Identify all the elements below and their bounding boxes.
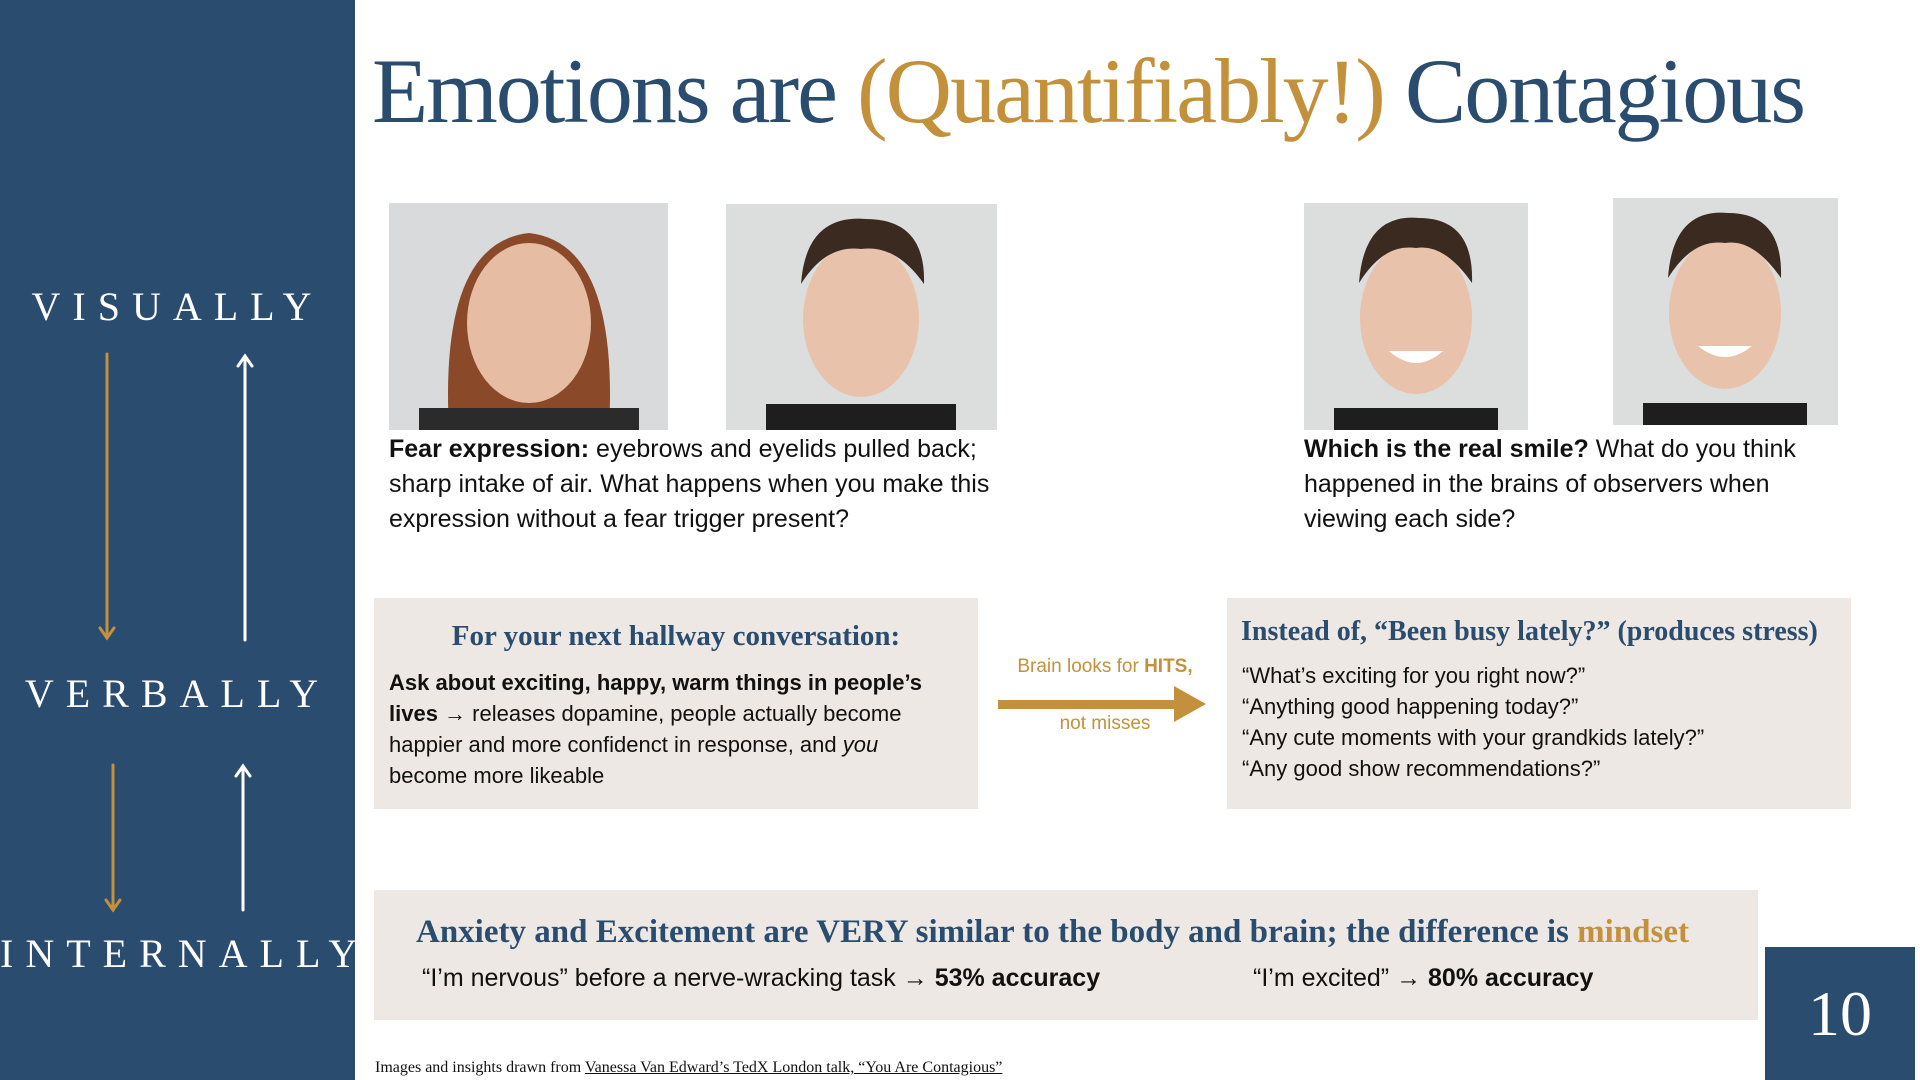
photo xyxy=(389,203,668,430)
excited-result: “I’m excited” → 80% accuracy xyxy=(1253,964,1593,993)
sidebar-label: VISUALLY xyxy=(31,284,324,329)
sidebar-arrows xyxy=(98,352,254,913)
title-text: Emotions are xyxy=(372,40,857,142)
box-text-part: become more likeable xyxy=(389,763,605,788)
question: “Any good show recommendations?” xyxy=(1242,756,1601,781)
source-note: Images and insights drawn from Vanessa V… xyxy=(375,1059,1002,1077)
box-heading: For your next hallway conversation: xyxy=(451,620,901,652)
result-bold: 80% accuracy xyxy=(1428,964,1594,992)
instead-box: Instead of, “Been busy lately?” (produce… xyxy=(1227,598,1851,809)
up-arrow xyxy=(234,763,252,912)
question: “What’s exciting for you right now?” xyxy=(1242,663,1586,688)
brain-bold: HITS, xyxy=(1144,656,1193,677)
box-bold: Ask about exciting, happy, warm things i… xyxy=(389,670,922,726)
caption-text: What do you think happened in the brains… xyxy=(1304,435,1796,533)
heading-text: Anxiety and Excitement are VERY similar … xyxy=(416,914,1578,950)
caption-text: eyebrows and eyelids pulled back; sharp … xyxy=(389,435,990,533)
photo xyxy=(726,204,997,430)
sidebar xyxy=(0,0,355,1080)
question-list: “What’s exciting for you right now?” “An… xyxy=(1242,660,1851,784)
photo xyxy=(1304,203,1528,430)
result-text: “I’m nervous” before a nerve-wracking ta… xyxy=(422,964,935,992)
smile-caption: Which is the real smile? What do you thi… xyxy=(1304,432,1824,537)
title-highlight: (Quantifiably!) xyxy=(857,40,1386,142)
arrow-text: → xyxy=(437,701,473,726)
box-heading: Anxiety and Excitement are VERY similar … xyxy=(416,914,1758,951)
brain-text: Brain looks for xyxy=(1017,656,1145,677)
question: “Anything good happening today?” xyxy=(1242,694,1579,719)
caption-bold: Fear expression: xyxy=(389,435,590,463)
box-heading: Instead of, “Been busy lately?” (produce… xyxy=(1241,616,1818,647)
box-text: Ask about exciting, happy, warm things i… xyxy=(389,667,962,791)
sidebar-label: INTERNALLY xyxy=(0,931,370,976)
page-number: 10 xyxy=(1765,947,1915,1080)
down-arrow xyxy=(104,763,122,913)
box-text-part: releases dopamine, people actually becom… xyxy=(389,701,902,757)
title-text: Contagious xyxy=(1383,40,1806,142)
nervous-result: “I’m nervous” before a nerve-wracking ta… xyxy=(422,964,1100,993)
slide-title: Emotions are (Quantifiably!) Contagious xyxy=(372,38,1806,144)
result-bold: 53% accuracy xyxy=(934,964,1101,992)
photo xyxy=(1613,198,1838,425)
caption-bold: Which is the real smile? xyxy=(1304,435,1589,463)
fear-caption: Fear expression: eyebrows and eyelids pu… xyxy=(389,432,1029,537)
down-arrow xyxy=(98,352,116,641)
brain-note: Brain looks for HITS, xyxy=(990,656,1220,678)
heading-highlight: mindset xyxy=(1577,914,1689,950)
source-text: Images and insights drawn from xyxy=(375,1059,585,1076)
sidebar-label: VERBALLY xyxy=(24,671,331,716)
result-text: “I’m excited” → xyxy=(1253,964,1429,992)
question: “Any cute moments with your grandkids la… xyxy=(1242,725,1705,750)
mindset-box: Anxiety and Excitement are VERY similar … xyxy=(374,890,1758,1020)
hallway-box: For your next hallway conversation: Ask … xyxy=(374,598,978,809)
brain-note: not misses xyxy=(1059,713,1151,734)
up-arrow xyxy=(236,353,254,642)
big-arrow xyxy=(998,686,1206,722)
source-link[interactable]: Vanessa Van Edward’s TedX London talk, “… xyxy=(584,1059,1003,1076)
box-italic: you xyxy=(842,732,879,757)
